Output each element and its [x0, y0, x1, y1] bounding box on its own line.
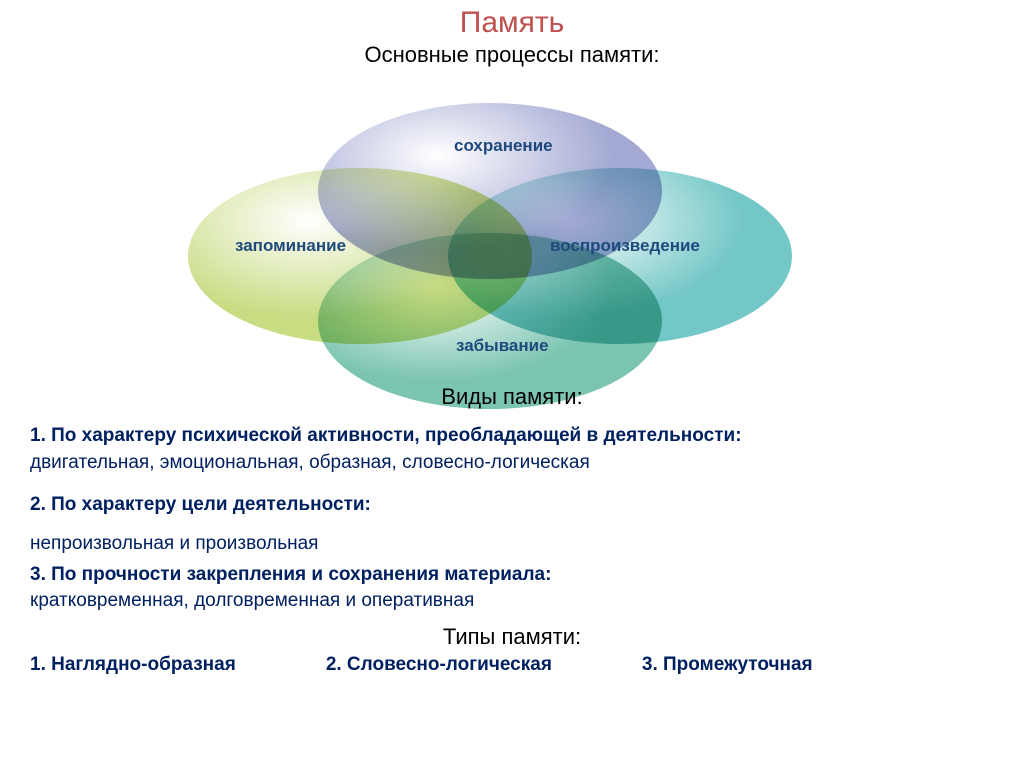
list3-heading: 3. По прочности закрепления и сохранения…: [30, 563, 994, 588]
types-title: Типы памяти:: [0, 624, 1024, 650]
venn-label-right: воспроизведение: [550, 236, 700, 256]
content-block: 1. По характеру психической активности, …: [0, 424, 1024, 614]
venn-ellipse-bottom: [318, 233, 662, 409]
venn-diagram: сохранение запоминание воспроизведение з…: [0, 76, 1024, 376]
subtitle-processes: Основные процессы памяти:: [0, 42, 1024, 68]
type-1: 1. Наглядно-образная: [30, 654, 236, 676]
type-3: 3. Промежуточная: [642, 654, 813, 676]
list1-body: двигательная, эмоциональная, образная, с…: [30, 451, 994, 476]
venn-label-left: запоминание: [235, 236, 346, 256]
page-title: Память: [0, 0, 1024, 40]
venn-label-top: сохранение: [454, 136, 553, 156]
type-2: 2. Словесно-логическая: [326, 654, 552, 676]
list3-body: кратковременная, долговременная и операт…: [30, 589, 994, 614]
list2-body: непроизвольная и произвольная: [30, 532, 994, 557]
list2-heading: 2. По характеру цели деятельности:: [30, 493, 994, 518]
list1-heading: 1. По характеру психической активности, …: [30, 424, 994, 449]
venn-label-bottom: забывание: [456, 336, 549, 356]
types-row: 1. Наглядно-образная 2. Словесно-логичес…: [0, 654, 1024, 676]
